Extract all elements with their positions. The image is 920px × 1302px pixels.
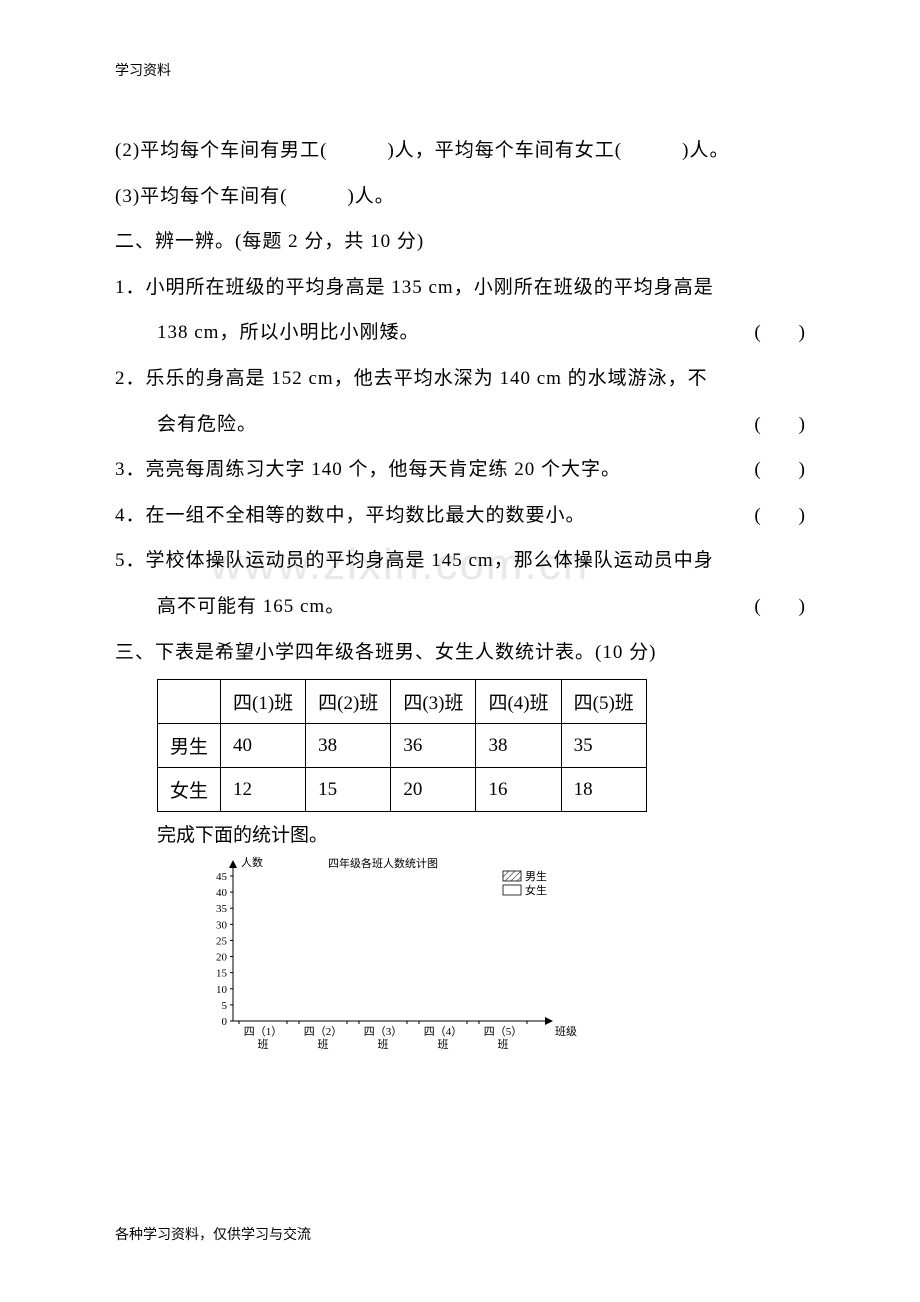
svg-text:四（4）: 四（4） (424, 1025, 463, 1038)
judge-paren: ( ) (754, 310, 805, 356)
table-cell: 40 (221, 724, 306, 768)
s2-q2-line2: 会有危险。 (157, 402, 744, 448)
svg-text:20: 20 (216, 952, 228, 964)
page-footer: 各种学习资料，仅供学习与交流 (115, 1224, 311, 1244)
judge-paren: ( ) (754, 447, 805, 493)
table-cell: 36 (391, 724, 476, 768)
svg-text:35: 35 (216, 903, 228, 915)
svg-text:四（5）: 四（5） (484, 1025, 523, 1038)
judge-paren: ( ) (754, 493, 805, 539)
table-cell: 男生 (158, 724, 221, 768)
svg-text:人数: 人数 (241, 856, 263, 869)
table-row: 男生 40 38 36 38 35 (158, 724, 647, 768)
table-cell: 四(4)班 (476, 680, 561, 724)
svg-text:班: 班 (378, 1038, 389, 1051)
svg-text:女生: 女生 (525, 883, 547, 897)
table-cell: 四(1)班 (221, 680, 306, 724)
s2-q1-line1: 1．小明所在班级的平均身高是 135 cm，小刚所在班级的平均身高是 (115, 265, 805, 311)
svg-text:45: 45 (216, 871, 228, 883)
s2-q5-line2: 高不可能有 165 cm。 (157, 584, 744, 630)
question-2: (2)平均每个车间有男工( )人，平均每个车间有女工( )人。 (115, 128, 805, 174)
stats-chart: 四年级各班人数统计图人数051015202530354045班级四（1）班四（2… (185, 853, 605, 1063)
table-cell: 四(2)班 (306, 680, 391, 724)
section-2-title: 二、辨一辨。(每题 2 分，共 10 分) (115, 219, 805, 265)
table-cell: 35 (561, 724, 646, 768)
judge-paren: ( ) (754, 402, 805, 448)
table-cell: 20 (391, 768, 476, 812)
table-cell: 四(3)班 (391, 680, 476, 724)
table-header-row: 四(1)班 四(2)班 四(3)班 四(4)班 四(5)班 (158, 680, 647, 724)
svg-text:班: 班 (498, 1038, 509, 1051)
s2-q5-line1: 5．学校体操队运动员的平均身高是 145 cm，那么体操队运动员中身 (115, 538, 805, 584)
svg-text:5: 5 (222, 1000, 228, 1012)
svg-text:班: 班 (258, 1038, 269, 1051)
svg-text:班: 班 (318, 1038, 329, 1051)
table-cell: 四(5)班 (561, 680, 646, 724)
svg-text:班: 班 (438, 1038, 449, 1051)
svg-text:男生: 男生 (525, 869, 547, 883)
table-cell (158, 680, 221, 724)
table-cell: 18 (561, 768, 646, 812)
svg-text:25: 25 (216, 936, 228, 948)
svg-text:四（3）: 四（3） (364, 1025, 403, 1038)
s2-q1-line2: 138 cm，所以小明比小刚矮。 (157, 310, 744, 356)
svg-text:40: 40 (216, 887, 228, 899)
table-cell: 16 (476, 768, 561, 812)
svg-text:四（1）: 四（1） (244, 1025, 283, 1038)
svg-text:15: 15 (216, 968, 228, 980)
page-header: 学习资料 (115, 60, 805, 80)
svg-text:四年级各班人数统计图: 四年级各班人数统计图 (328, 856, 438, 870)
table-cell: 12 (221, 768, 306, 812)
table-cell: 38 (476, 724, 561, 768)
s2-q2-line1: 2．乐乐的身高是 152 cm，他去平均水深为 140 cm 的水域游泳，不 (115, 356, 805, 402)
table-cell: 38 (306, 724, 391, 768)
svg-text:10: 10 (216, 984, 228, 996)
s2-q4: 4．在一组不全相等的数中，平均数比最大的数要小。 (115, 493, 744, 539)
stats-table: 四(1)班 四(2)班 四(3)班 四(4)班 四(5)班 男生 40 38 3… (157, 679, 647, 812)
judge-paren: ( ) (754, 584, 805, 630)
chart-caption: 完成下面的统计图。 (157, 820, 805, 847)
svg-text:30: 30 (216, 919, 228, 931)
svg-text:四（2）: 四（2） (304, 1025, 343, 1038)
section-3-title: 三、下表是希望小学四年级各班男、女生人数统计表。(10 分) (115, 630, 805, 676)
table-cell: 女生 (158, 768, 221, 812)
table-cell: 15 (306, 768, 391, 812)
table-row: 女生 12 15 20 16 18 (158, 768, 647, 812)
svg-text:0: 0 (222, 1016, 228, 1028)
svg-text:班级: 班级 (555, 1025, 577, 1038)
question-3: (3)平均每个车间有( )人。 (115, 174, 805, 220)
s2-q3: 3．亮亮每周练习大字 140 个，他每天肯定练 20 个大字。 (115, 447, 744, 493)
